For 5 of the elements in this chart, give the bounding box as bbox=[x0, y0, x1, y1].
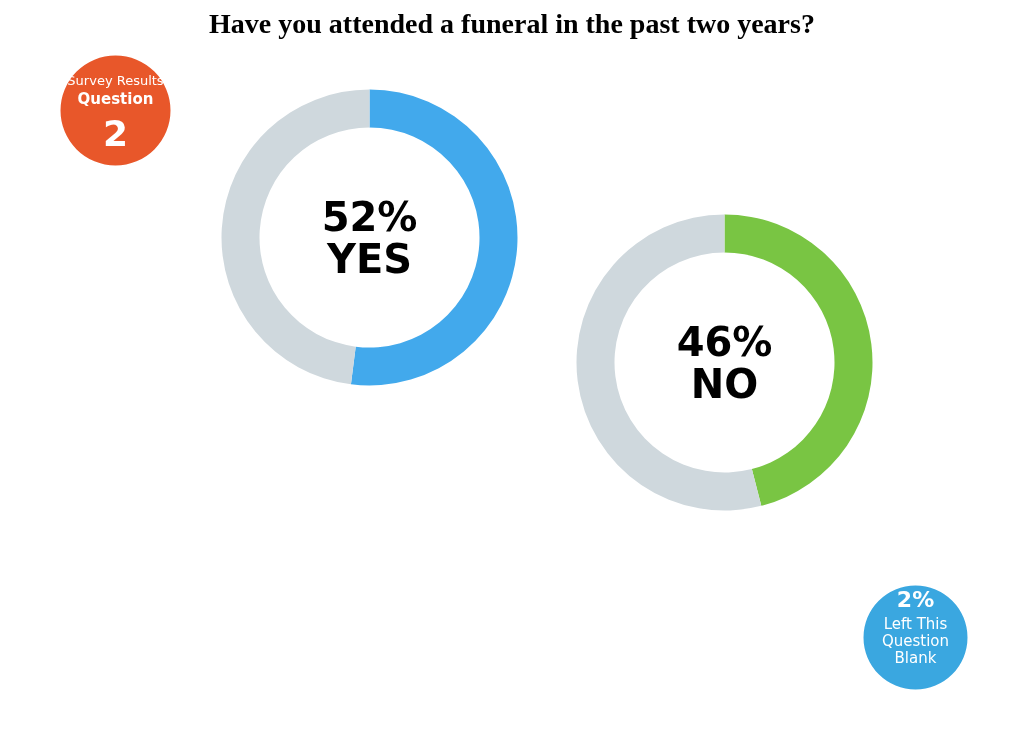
text: Left This Question Blank bbox=[881, 614, 950, 667]
text: Question bbox=[77, 89, 154, 108]
text: 2 bbox=[102, 112, 129, 154]
text: 2% bbox=[896, 587, 935, 612]
chart-title: Have you attended a funeral in the past two years? bbox=[209, 7, 815, 41]
